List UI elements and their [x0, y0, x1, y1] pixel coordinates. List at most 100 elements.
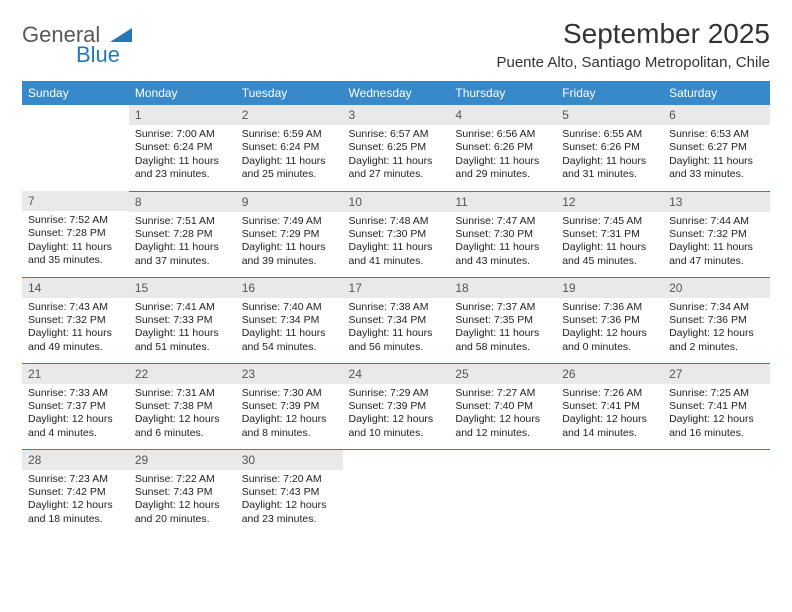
- day-number: 6: [663, 105, 770, 125]
- day-details: Sunrise: 7:37 AMSunset: 7:35 PMDaylight:…: [449, 298, 556, 359]
- day-details: Sunrise: 7:51 AMSunset: 7:28 PMDaylight:…: [129, 212, 236, 273]
- day-details: Sunrise: 7:41 AMSunset: 7:33 PMDaylight:…: [129, 298, 236, 359]
- day-details: Sunrise: 7:30 AMSunset: 7:39 PMDaylight:…: [236, 384, 343, 445]
- day-number: 10: [343, 192, 450, 212]
- day-details: Sunrise: 7:20 AMSunset: 7:43 PMDaylight:…: [236, 470, 343, 531]
- day-details: Sunrise: 7:26 AMSunset: 7:41 PMDaylight:…: [556, 384, 663, 445]
- day-number: 4: [449, 105, 556, 125]
- calendar-row: 7Sunrise: 7:52 AMSunset: 7:28 PMDaylight…: [22, 191, 770, 277]
- day-number: 16: [236, 278, 343, 298]
- weekday-header: Tuesday: [236, 81, 343, 105]
- calendar-cell: 24Sunrise: 7:29 AMSunset: 7:39 PMDayligh…: [343, 363, 450, 449]
- calendar-cell: 7Sunrise: 7:52 AMSunset: 7:28 PMDaylight…: [22, 191, 129, 277]
- calendar-cell: 30Sunrise: 7:20 AMSunset: 7:43 PMDayligh…: [236, 449, 343, 535]
- day-number: 27: [663, 364, 770, 384]
- calendar-page: General Blue September 2025 Puente Alto,…: [0, 0, 792, 535]
- title-block: September 2025 Puente Alto, Santiago Met…: [496, 18, 770, 71]
- calendar-cell: 20Sunrise: 7:34 AMSunset: 7:36 PMDayligh…: [663, 277, 770, 363]
- day-details: Sunrise: 7:49 AMSunset: 7:29 PMDaylight:…: [236, 212, 343, 273]
- day-details: Sunrise: 6:57 AMSunset: 6:25 PMDaylight:…: [343, 125, 450, 186]
- day-number: 14: [22, 278, 129, 298]
- day-number: 18: [449, 278, 556, 298]
- calendar-cell: 14Sunrise: 7:43 AMSunset: 7:32 PMDayligh…: [22, 277, 129, 363]
- calendar-cell: 3Sunrise: 6:57 AMSunset: 6:25 PMDaylight…: [343, 105, 450, 191]
- day-details: Sunrise: 7:36 AMSunset: 7:36 PMDaylight:…: [556, 298, 663, 359]
- day-number: 9: [236, 192, 343, 212]
- day-number: 26: [556, 364, 663, 384]
- day-details: Sunrise: 6:55 AMSunset: 6:26 PMDaylight:…: [556, 125, 663, 186]
- calendar-cell: 10Sunrise: 7:48 AMSunset: 7:30 PMDayligh…: [343, 191, 450, 277]
- calendar-table: SundayMondayTuesdayWednesdayThursdayFrid…: [22, 81, 770, 535]
- calendar-cell: 5Sunrise: 6:55 AMSunset: 6:26 PMDaylight…: [556, 105, 663, 191]
- calendar-cell: 16Sunrise: 7:40 AMSunset: 7:34 PMDayligh…: [236, 277, 343, 363]
- calendar-cell: ..: [663, 449, 770, 535]
- day-number: 3: [343, 105, 450, 125]
- day-details: Sunrise: 7:31 AMSunset: 7:38 PMDaylight:…: [129, 384, 236, 445]
- day-details: Sunrise: 7:34 AMSunset: 7:36 PMDaylight:…: [663, 298, 770, 359]
- day-number: 19: [556, 278, 663, 298]
- page-title: September 2025: [496, 18, 770, 50]
- day-details: Sunrise: 7:40 AMSunset: 7:34 PMDaylight:…: [236, 298, 343, 359]
- calendar-row: ..1Sunrise: 7:00 AMSunset: 6:24 PMDaylig…: [22, 105, 770, 191]
- calendar-cell: 4Sunrise: 6:56 AMSunset: 6:26 PMDaylight…: [449, 105, 556, 191]
- day-details: Sunrise: 7:38 AMSunset: 7:34 PMDaylight:…: [343, 298, 450, 359]
- calendar-cell: 6Sunrise: 6:53 AMSunset: 6:27 PMDaylight…: [663, 105, 770, 191]
- day-details: Sunrise: 7:44 AMSunset: 7:32 PMDaylight:…: [663, 212, 770, 273]
- weekday-header: Monday: [129, 81, 236, 105]
- day-details: Sunrise: 7:48 AMSunset: 7:30 PMDaylight:…: [343, 212, 450, 273]
- calendar-cell: 19Sunrise: 7:36 AMSunset: 7:36 PMDayligh…: [556, 277, 663, 363]
- logo-word-blue: Blue: [76, 44, 132, 66]
- calendar-cell: 15Sunrise: 7:41 AMSunset: 7:33 PMDayligh…: [129, 277, 236, 363]
- day-number: 15: [129, 278, 236, 298]
- day-details: Sunrise: 7:52 AMSunset: 7:28 PMDaylight:…: [22, 211, 129, 272]
- day-details: Sunrise: 6:53 AMSunset: 6:27 PMDaylight:…: [663, 125, 770, 186]
- calendar-cell: 23Sunrise: 7:30 AMSunset: 7:39 PMDayligh…: [236, 363, 343, 449]
- logo: General Blue: [22, 18, 132, 66]
- calendar-cell: 28Sunrise: 7:23 AMSunset: 7:42 PMDayligh…: [22, 449, 129, 535]
- day-number: 20: [663, 278, 770, 298]
- calendar-cell: 1Sunrise: 7:00 AMSunset: 6:24 PMDaylight…: [129, 105, 236, 191]
- day-details: Sunrise: 7:47 AMSunset: 7:30 PMDaylight:…: [449, 212, 556, 273]
- calendar-cell: 17Sunrise: 7:38 AMSunset: 7:34 PMDayligh…: [343, 277, 450, 363]
- day-number: 5: [556, 105, 663, 125]
- day-number: 28: [22, 450, 129, 470]
- calendar-cell: ..: [556, 449, 663, 535]
- calendar-cell: 25Sunrise: 7:27 AMSunset: 7:40 PMDayligh…: [449, 363, 556, 449]
- weekday-header: Thursday: [449, 81, 556, 105]
- weekday-header: Sunday: [22, 81, 129, 105]
- calendar-cell: 22Sunrise: 7:31 AMSunset: 7:38 PMDayligh…: [129, 363, 236, 449]
- day-number: 2: [236, 105, 343, 125]
- day-number: 23: [236, 364, 343, 384]
- day-number: 13: [663, 192, 770, 212]
- weekday-header: Wednesday: [343, 81, 450, 105]
- calendar-cell: ..: [343, 449, 450, 535]
- day-number: 22: [129, 364, 236, 384]
- calendar-cell: 18Sunrise: 7:37 AMSunset: 7:35 PMDayligh…: [449, 277, 556, 363]
- calendar-cell: 11Sunrise: 7:47 AMSunset: 7:30 PMDayligh…: [449, 191, 556, 277]
- day-number: 25: [449, 364, 556, 384]
- calendar-cell: 12Sunrise: 7:45 AMSunset: 7:31 PMDayligh…: [556, 191, 663, 277]
- calendar-cell: 13Sunrise: 7:44 AMSunset: 7:32 PMDayligh…: [663, 191, 770, 277]
- calendar-cell: 9Sunrise: 7:49 AMSunset: 7:29 PMDaylight…: [236, 191, 343, 277]
- day-details: Sunrise: 7:43 AMSunset: 7:32 PMDaylight:…: [22, 298, 129, 359]
- calendar-row: 21Sunrise: 7:33 AMSunset: 7:37 PMDayligh…: [22, 363, 770, 449]
- day-number: 1: [129, 105, 236, 125]
- calendar-cell: 27Sunrise: 7:25 AMSunset: 7:41 PMDayligh…: [663, 363, 770, 449]
- day-number: 12: [556, 192, 663, 212]
- calendar-cell: 2Sunrise: 6:59 AMSunset: 6:24 PMDaylight…: [236, 105, 343, 191]
- weekday-header-row: SundayMondayTuesdayWednesdayThursdayFrid…: [22, 81, 770, 105]
- day-number: 21: [22, 364, 129, 384]
- day-details: Sunrise: 6:59 AMSunset: 6:24 PMDaylight:…: [236, 125, 343, 186]
- weekday-header: Saturday: [663, 81, 770, 105]
- day-number: 11: [449, 192, 556, 212]
- day-details: Sunrise: 6:56 AMSunset: 6:26 PMDaylight:…: [449, 125, 556, 186]
- day-details: Sunrise: 7:45 AMSunset: 7:31 PMDaylight:…: [556, 212, 663, 273]
- day-number: 7: [22, 191, 129, 211]
- calendar-cell: 29Sunrise: 7:22 AMSunset: 7:43 PMDayligh…: [129, 449, 236, 535]
- logo-text: General Blue: [22, 24, 132, 66]
- day-details: Sunrise: 7:22 AMSunset: 7:43 PMDaylight:…: [129, 470, 236, 531]
- calendar-cell: 21Sunrise: 7:33 AMSunset: 7:37 PMDayligh…: [22, 363, 129, 449]
- day-number: 8: [129, 192, 236, 212]
- day-details: Sunrise: 7:25 AMSunset: 7:41 PMDaylight:…: [663, 384, 770, 445]
- day-details: Sunrise: 7:33 AMSunset: 7:37 PMDaylight:…: [22, 384, 129, 445]
